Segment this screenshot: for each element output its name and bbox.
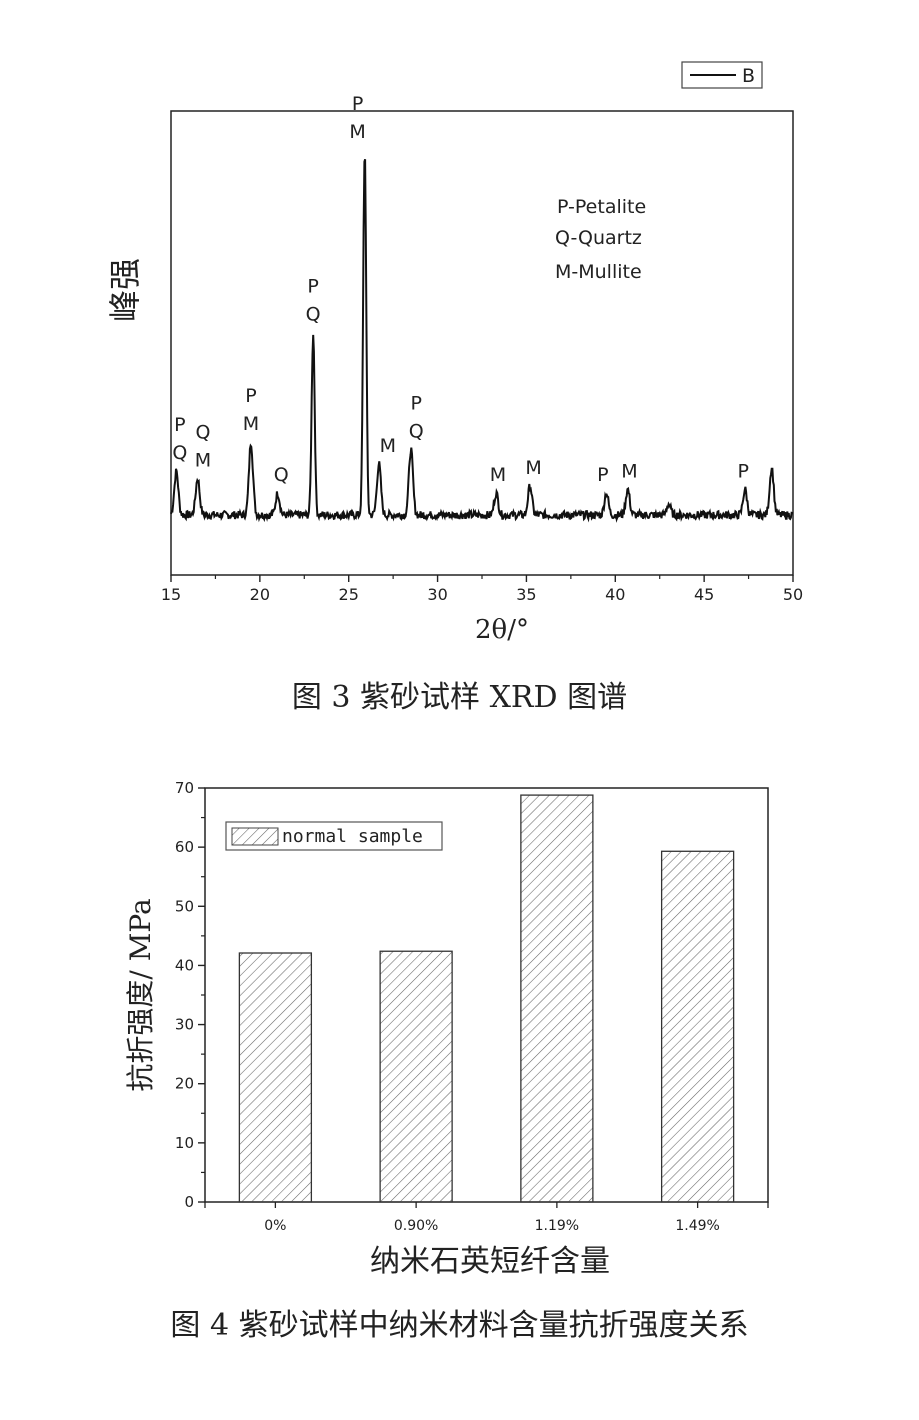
xrd-x-tick-label: 45 (694, 585, 714, 604)
xrd-x-axis-label: 2θ/° (475, 615, 529, 645)
xrd-peak-label: M (349, 121, 365, 143)
xrd-x-tick-label: 15 (161, 585, 181, 604)
xrd-peak-label: M (243, 413, 259, 435)
xrd-peak-label: Q (172, 442, 187, 464)
bar (660, 850, 735, 1203)
xrd-peak-label: M (490, 464, 506, 486)
bar-y-tick-label: 30 (175, 1016, 194, 1034)
xrd-x-tick-label: 30 (427, 585, 447, 604)
xrd-x-tick-label: 20 (250, 585, 270, 604)
xrd-peak-label: P (307, 276, 318, 298)
bar (238, 952, 313, 1203)
bar-y-tick-label: 50 (175, 897, 194, 915)
xrd-peak-label: P (174, 414, 185, 436)
bar-x-tick-label: 0.90% (394, 1218, 438, 1234)
xrd-peak-label: P (597, 464, 608, 486)
bar-y-tick-label: 70 (175, 779, 194, 797)
bar-legend: normal sample (225, 821, 443, 851)
bar-y-tick-label: 40 (175, 956, 194, 974)
bar-series (238, 794, 735, 1203)
bar-y-tick-label: 0 (184, 1193, 194, 1211)
bar-x-tick-labels: 0% 0.90% 1.19% 1.49% (204, 1202, 769, 1234)
xrd-trace-line (170, 159, 794, 523)
xrd-peak-label: P (245, 385, 256, 407)
xrd-y-axis-label: 峰强 (106, 258, 144, 322)
xrd-peak-label: P (411, 392, 422, 414)
figure-4-caption: 图 4 紫砂试样中纳米材料含量抗折强度关系 (170, 1308, 749, 1343)
bar-y-tick-label: 60 (175, 838, 194, 856)
bar-x-tick-label: 0% (264, 1218, 286, 1234)
xrd-key-mullite: M-Mullite (555, 261, 642, 283)
bar (379, 950, 453, 1203)
bar-x-tick-label: 1.49% (675, 1218, 719, 1234)
bar-x-tick-label: 1.19% (535, 1218, 579, 1234)
figure-3-caption: 图 3 紫砂试样 XRD 图谱 (291, 680, 628, 715)
bar-y-tick-label: 20 (175, 1075, 194, 1093)
xrd-x-tick-label: 40 (605, 585, 625, 604)
xrd-peak-label: Q (274, 464, 289, 486)
xrd-peak-label: M (195, 450, 211, 472)
xrd-x-tick-label: 25 (339, 585, 359, 604)
xrd-plot-frame (170, 110, 794, 576)
xrd-x-ticks: 15 20 25 30 35 40 45 50 (161, 575, 803, 604)
xrd-key-quartz: Q-Quartz (555, 227, 642, 249)
bar (520, 794, 594, 1203)
bar-x-axis-label: 纳米石英短纤含量 (370, 1244, 610, 1279)
xrd-peak-label: P (352, 93, 363, 115)
bar-legend-label: normal sample (282, 826, 423, 847)
xrd-peak-label: Q (409, 420, 424, 442)
xrd-peak-label: Q (196, 422, 211, 444)
xrd-phase-key: P-Petalite Q-Quartz M-Mullite (555, 196, 646, 283)
bar-legend-swatch (231, 827, 279, 846)
bar-y-tick-label: 10 (175, 1134, 194, 1152)
bar-y-ticks: 0 10 20 30 40 50 60 70 (175, 779, 205, 1211)
xrd-peak-label: M (621, 460, 637, 482)
xrd-legend-label: B (742, 65, 755, 87)
xrd-peak-label: M (525, 457, 541, 479)
bar-y-axis-label: 抗折强度/ MPa (124, 898, 157, 1091)
xrd-legend: B (681, 61, 763, 89)
xrd-peak-label: Q (306, 304, 321, 326)
xrd-x-tick-label: 35 (516, 585, 536, 604)
xrd-peak-label: P (738, 460, 749, 482)
xrd-x-tick-label: 50 (783, 585, 803, 604)
strength-bar-chart: 0 10 20 30 40 50 60 70 0% 0.90% 1.19% 1.49% normal… (124, 779, 769, 1279)
xrd-peak-label: M (380, 435, 396, 457)
xrd-key-petalite: P-Petalite (557, 196, 646, 218)
